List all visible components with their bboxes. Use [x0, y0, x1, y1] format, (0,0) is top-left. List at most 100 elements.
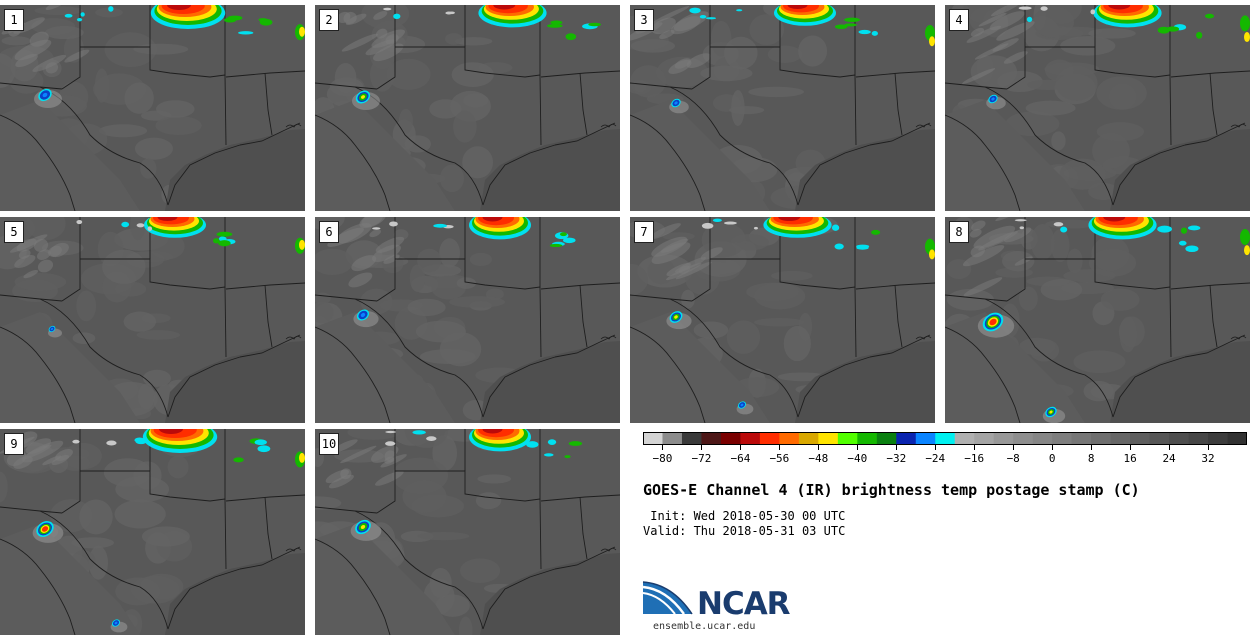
colorbar-segment	[954, 432, 975, 445]
colorbar-segment	[1071, 432, 1092, 445]
colorbar-tick-label: 8	[1087, 452, 1095, 465]
map-canvas	[0, 429, 305, 635]
colorbar-segment	[974, 432, 995, 445]
logo-wordmark: NCAR	[697, 586, 791, 622]
member-panel-6: 6	[315, 217, 620, 423]
panel-number: 4	[949, 9, 969, 31]
member-panel-2: 2	[315, 5, 620, 211]
member-panel-3: 3	[630, 5, 935, 211]
panel-number: 10	[319, 433, 339, 455]
colorbar-segment	[1032, 432, 1053, 445]
colorbar-tick-label: −32	[886, 452, 907, 465]
colorbar-segment	[876, 432, 897, 445]
colorbar-tick-label: −72	[691, 452, 712, 465]
colorbar-segment	[1149, 432, 1170, 445]
colorbar-tick-label: −80	[652, 452, 673, 465]
colorbar-tick-mark	[1169, 445, 1171, 450]
panel-number: 3	[634, 9, 654, 31]
colorbar-segment	[1091, 432, 1112, 445]
colorbar-tick-mark	[935, 445, 937, 450]
colorbar-segment	[896, 432, 917, 445]
colorbar-segment	[993, 432, 1014, 445]
panel-number: 2	[319, 9, 339, 31]
member-panel-9: 9	[0, 429, 305, 635]
map-canvas	[315, 5, 620, 211]
init-time: Init: Wed 2018-05-30 00 UTC	[643, 509, 846, 523]
colorbar-tick-label: −40	[847, 452, 868, 465]
colorbar-tick-label: −64	[730, 452, 751, 465]
colorbar-tick-label: −24	[925, 452, 946, 465]
member-panel-4: 4	[945, 5, 1250, 211]
colorbar-tick-mark	[701, 445, 703, 450]
logo-url: ensemble.ucar.edu	[653, 621, 756, 632]
map-canvas	[945, 217, 1250, 423]
map-canvas	[0, 217, 305, 423]
panel-number: 5	[4, 221, 24, 243]
colorbar-tick-mark	[1208, 445, 1210, 450]
ncar-logo	[642, 581, 693, 615]
member-panel-10: 10	[315, 429, 620, 635]
colorbar-tick-label: −16	[964, 452, 985, 465]
colorbar-segment	[740, 432, 761, 445]
colorbar-ticks: −80 −72 −64 −56 −48 −40 −32 −24 −16 −8 0 8 16 24 32	[643, 445, 1247, 467]
colorbar-segment	[935, 432, 956, 445]
colorbar-tick-mark	[818, 445, 820, 450]
colorbar-tick-mark	[1130, 445, 1132, 450]
colorbar-tick-label: 0	[1048, 452, 1056, 465]
colorbar-segment	[681, 432, 702, 445]
colorbar-segment	[1188, 432, 1209, 445]
colorbar-tick-mark	[779, 445, 781, 450]
colorbar-segment	[1227, 432, 1247, 445]
member-panel-5: 5	[0, 217, 305, 423]
colorbar-segment	[1013, 432, 1034, 445]
colorbar-tick-mark	[857, 445, 859, 450]
colorbar-segment	[779, 432, 800, 445]
colorbar-segment	[1052, 432, 1073, 445]
colorbar-tick-mark	[662, 445, 664, 450]
colorbar-tick-label: −48	[808, 452, 829, 465]
colorbar-segment	[1130, 432, 1150, 445]
colorbar-tick-mark	[740, 445, 742, 450]
member-panel-7: 7	[630, 217, 935, 423]
colorbar-segment	[798, 432, 819, 445]
map-canvas	[315, 429, 620, 635]
colorbar-segment	[1208, 432, 1228, 445]
colorbar-segment	[818, 432, 839, 445]
map-canvas	[630, 5, 935, 211]
panel-number: 9	[4, 433, 24, 455]
map-canvas	[0, 5, 305, 211]
colorbar-segment	[1169, 432, 1189, 445]
colorbar-segment	[720, 432, 741, 445]
colorbar-segment	[701, 432, 722, 445]
colorbar-segment	[915, 432, 936, 445]
panel-number: 7	[634, 221, 654, 243]
member-panel-8: 8	[945, 217, 1250, 423]
chart-title: GOES-E Channel 4 (IR) brightness temp po…	[643, 481, 1140, 499]
colorbar-tick-label: 24	[1162, 452, 1176, 465]
colorbar-tick-mark	[1091, 445, 1093, 450]
colorbar-tick-mark	[1052, 445, 1054, 450]
colorbar-segment	[759, 432, 780, 445]
panel-number: 6	[319, 221, 339, 243]
colorbar-tick-label: −56	[769, 452, 790, 465]
map-canvas	[315, 217, 620, 423]
panel-number: 8	[949, 221, 969, 243]
colorbar-segment	[857, 432, 878, 445]
member-panel-1: 1	[0, 5, 305, 211]
panel-number: 1	[4, 9, 24, 31]
map-canvas	[630, 217, 935, 423]
colorbar-segment	[643, 432, 663, 445]
colorbar-tick-label: 32	[1201, 452, 1215, 465]
colorbar-tick-mark	[896, 445, 898, 450]
colorbar-segment	[1110, 432, 1131, 445]
colorbar-segment	[662, 432, 683, 445]
colorbar-segment	[837, 432, 858, 445]
valid-time: Valid: Thu 2018-05-31 03 UTC	[643, 524, 846, 538]
colorbar-tick-label: 16	[1123, 452, 1137, 465]
colorbar-tick-mark	[974, 445, 976, 450]
colorbar-tick-label: −8	[1006, 452, 1020, 465]
temperature-colorbar	[643, 432, 1247, 445]
colorbar-tick-mark	[1013, 445, 1015, 450]
map-canvas	[945, 5, 1250, 211]
